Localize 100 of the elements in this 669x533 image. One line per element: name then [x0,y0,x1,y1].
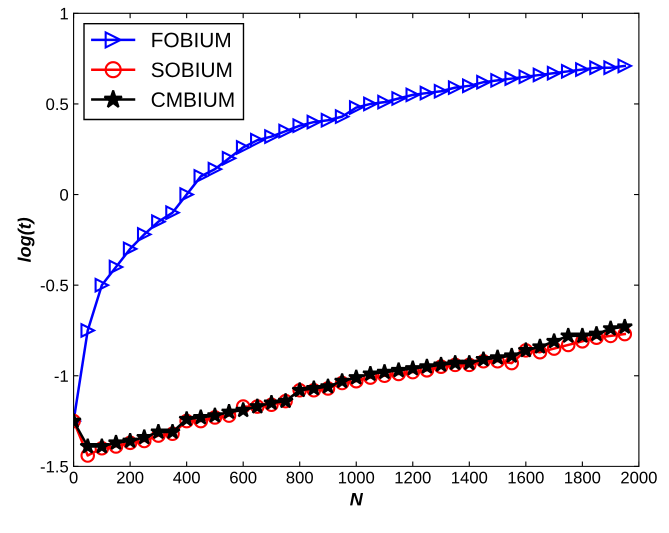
point [589,60,604,75]
point [490,73,505,88]
point [376,363,393,380]
point [476,354,491,369]
point [560,327,577,344]
x-axis-title: N [350,492,364,506]
y-tick-label: -1.5 [40,460,68,473]
point [320,112,336,128]
x-tick-label: 800 [286,472,313,484]
x-tick-label: 0 [70,472,78,484]
point [334,109,350,124]
point [460,354,478,370]
point [150,423,167,440]
point [192,408,210,425]
x-tick-label: 1200 [396,472,431,484]
y-axis-title: log(t) [18,218,34,262]
point [575,62,590,77]
point [278,124,293,138]
point [348,100,364,115]
point [306,114,322,130]
point [122,242,138,256]
x-tick-label: 1400 [452,472,488,484]
point [420,86,434,100]
point [179,187,194,202]
point [108,260,124,274]
point [208,162,222,176]
point [306,382,322,398]
point [475,350,492,367]
point [122,432,138,448]
point [518,69,534,84]
point [489,348,506,365]
point [616,318,634,334]
point [362,365,379,382]
point [448,358,462,372]
point [234,402,252,418]
point [236,140,250,155]
point [80,448,96,463]
point [292,118,308,133]
point [165,426,180,442]
point [334,376,350,390]
x-tick-label: 1600 [508,472,544,484]
point [79,438,96,454]
point [136,227,152,242]
point [446,354,464,370]
point [363,96,378,112]
point [165,205,180,220]
point [264,129,279,144]
point [94,438,110,454]
point [462,78,477,94]
point [448,80,462,95]
point [94,278,110,292]
point [263,394,280,410]
point [179,414,194,428]
point [206,406,224,423]
point [377,94,392,110]
point [208,410,222,425]
point [532,68,548,82]
point [432,356,450,372]
point [574,327,591,344]
point [503,347,520,364]
point [80,323,96,338]
x-tick-label: 2000 [621,472,657,484]
point [222,151,236,166]
point [560,64,576,79]
point [264,397,279,412]
point [122,436,138,450]
y-tick-label: -1 [54,370,68,382]
point [136,428,153,445]
legend-label: CMBIUM [152,92,234,108]
point [617,326,632,342]
point [476,74,491,90]
point [178,410,195,426]
y-tick-label: 0.5 [46,98,68,110]
point [603,328,618,344]
point [602,320,619,336]
point [504,356,519,370]
point [560,338,576,352]
point [504,71,519,86]
point [404,360,422,376]
point [462,358,477,372]
point [391,91,406,106]
point [546,332,562,349]
point [220,403,238,420]
point [434,359,448,374]
point [151,214,166,230]
point [320,381,336,396]
point [434,84,448,99]
point [334,372,350,388]
legend-label: FOBIUM [152,32,230,48]
legend-label: SOBIUM [152,62,232,78]
point [546,341,562,356]
y-tick-label: 0 [60,188,68,201]
point [348,368,365,385]
x-tick-label: 1000 [338,472,374,484]
y-tick-label: -0.5 [40,280,68,292]
x-tick-label: 600 [230,472,256,484]
point [320,378,336,394]
point [617,58,632,74]
x-tick-label: 1800 [565,472,600,484]
point [532,338,548,354]
